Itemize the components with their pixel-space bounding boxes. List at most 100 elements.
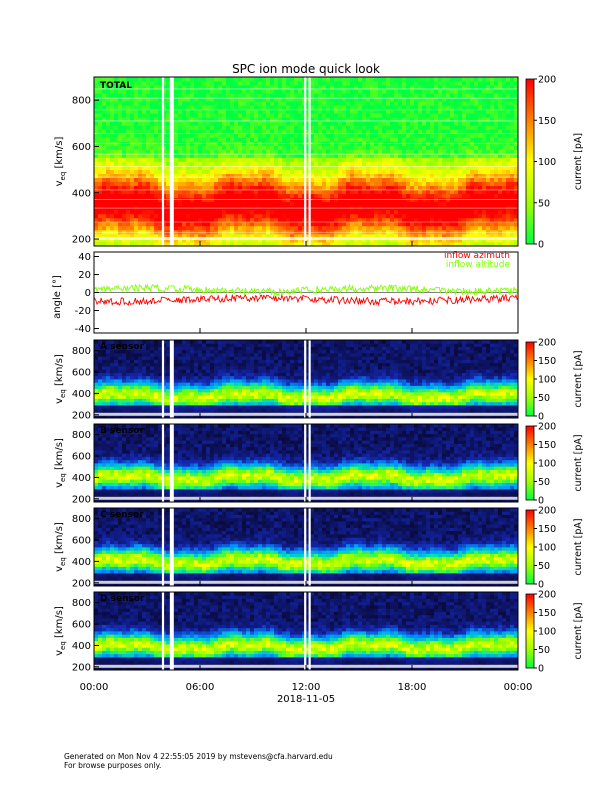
- spectrogram-cell: [250, 121, 255, 126]
- spectrogram-cell: [502, 121, 507, 126]
- spectrogram-cell: [462, 93, 467, 98]
- spectrogram-cell: [378, 229, 383, 235]
- spectrogram-cell: [262, 157, 267, 162]
- spectrogram-cell: [290, 221, 295, 227]
- spectrogram-cell: [250, 109, 255, 114]
- spectrogram-cell: [362, 201, 367, 207]
- spectrogram-cell: [234, 221, 239, 227]
- spectrogram-cell: [282, 225, 287, 231]
- spectrogram-cell: [498, 133, 503, 138]
- spectrogram-cell: [98, 379, 103, 383]
- spectrogram-cell: [150, 129, 155, 134]
- spectrogram-cell: [130, 173, 135, 178]
- spectrogram-cell: [406, 189, 411, 195]
- spectrogram-cell: [174, 101, 179, 106]
- spectrogram-cell: [278, 241, 283, 247]
- spectrogram-cell: [190, 173, 195, 178]
- spectrogram-cell: [122, 197, 127, 203]
- spectrogram-cell: [298, 89, 303, 94]
- spectrogram-cell: [122, 233, 127, 239]
- spectrogram-cell: [318, 165, 323, 170]
- spectrogram-cell: [134, 349, 139, 354]
- spectrogram-cell: [134, 213, 139, 219]
- spectrogram-cell: [94, 401, 99, 406]
- spectrogram-cell: [118, 241, 123, 247]
- spectrogram-cell: [450, 89, 455, 94]
- spectrogram-cell: [450, 97, 455, 102]
- spectrogram-cell: [406, 121, 411, 126]
- spectrogram-cell: [94, 93, 99, 98]
- spectrogram-cell: [222, 229, 227, 235]
- spectrogram-cell: [310, 117, 315, 122]
- spectrogram-cell: [146, 137, 151, 142]
- y-tick-label: 800: [72, 96, 91, 107]
- spectrogram-cell: [402, 101, 407, 106]
- spectrogram-cell: [242, 197, 247, 203]
- spectrogram-cell: [278, 137, 283, 142]
- spectrogram-cell: [414, 137, 419, 142]
- spectrogram-cell: [110, 129, 115, 134]
- spectrogram-cell: [342, 197, 347, 203]
- spectrogram-cell: [442, 173, 447, 178]
- spectrogram-cell: [254, 97, 259, 102]
- spectrogram-cell: [98, 181, 103, 187]
- spectrogram-cell: [254, 113, 259, 118]
- spectrogram-cell: [126, 217, 131, 223]
- spectrogram-cell: [314, 213, 319, 219]
- spectrogram-cell: [166, 401, 171, 406]
- spectrogram-cell: [486, 197, 491, 203]
- spectrogram-cell: [150, 359, 155, 364]
- spectrogram-cell: [298, 101, 303, 106]
- spectrogram-cell: [334, 237, 339, 243]
- spectrogram-cell: [114, 225, 119, 231]
- spectrogram-cell: [454, 185, 459, 191]
- spectrogram-cell: [490, 117, 495, 122]
- spectrogram-cell: [194, 109, 199, 114]
- spectrogram-cell: [346, 117, 351, 122]
- spectrogram-cell: [310, 145, 315, 150]
- spectrogram-cell: [174, 209, 179, 215]
- spectrogram-cell: [238, 225, 243, 231]
- spectrogram-cell: [174, 89, 179, 94]
- spectrogram-cell: [338, 129, 343, 134]
- spectrogram-cell: [414, 89, 419, 94]
- spectrogram-cell: [126, 221, 131, 227]
- spectrogram-cell: [434, 85, 439, 90]
- spectrogram-cell: [178, 201, 183, 207]
- spectrogram-cell: [478, 161, 483, 166]
- spectrogram-cell: [194, 105, 199, 110]
- spectrogram-cell: [174, 85, 179, 90]
- spectrogram-cell: [278, 85, 283, 90]
- spectrogram-cell: [322, 77, 327, 82]
- spectrogram-cell: [494, 109, 499, 114]
- spectrogram-cell: [134, 414, 139, 419]
- spectrogram-cell: [94, 346, 99, 351]
- spectrogram-cell: [154, 117, 159, 122]
- spectrogram-cell: [350, 125, 355, 130]
- spectrogram-cell: [386, 125, 391, 130]
- spectrogram-cell: [298, 157, 303, 162]
- spectrogram-cell: [230, 129, 235, 134]
- spectrogram-cell: [454, 121, 459, 126]
- spectrogram-cell: [350, 145, 355, 150]
- spectrogram-cell: [106, 359, 111, 364]
- spectrogram-cell: [150, 189, 155, 195]
- spectrogram-cell: [418, 137, 423, 142]
- spectrogram-cell: [166, 97, 171, 102]
- spectrogram-cell: [206, 161, 211, 166]
- spectrogram-cell: [470, 129, 475, 134]
- spectrogram-cell: [418, 153, 423, 158]
- spectrogram-cell: [254, 229, 259, 235]
- spectrogram-cell: [214, 121, 219, 126]
- spectrogram-cell: [314, 237, 319, 243]
- spectrogram-cell: [322, 217, 327, 223]
- spectrogram-cell: [218, 241, 223, 247]
- spectrogram-cell: [446, 169, 451, 174]
- spectrogram-cell: [126, 117, 131, 122]
- spectrogram-cell: [446, 133, 451, 138]
- spectrogram-cell: [262, 109, 267, 114]
- spectrogram-cell: [102, 101, 107, 106]
- spectrogram-cell: [178, 157, 183, 162]
- spectrogram-cell: [466, 105, 471, 110]
- spectrogram-cell: [290, 125, 295, 130]
